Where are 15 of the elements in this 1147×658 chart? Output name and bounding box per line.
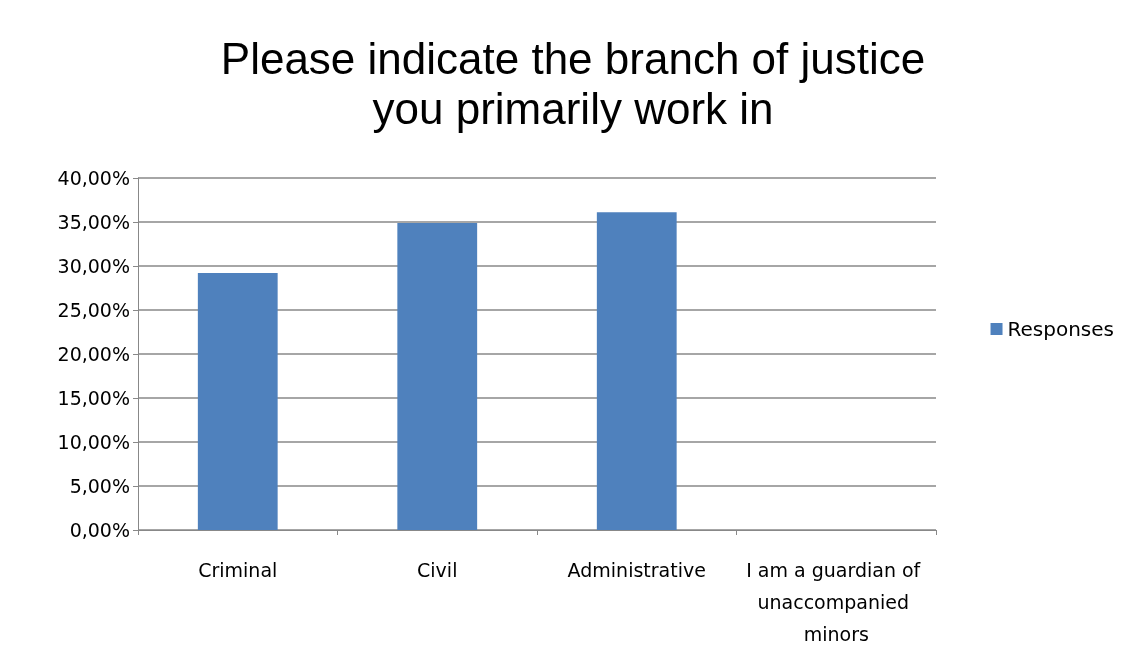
y-tick-label: 0,00% — [69, 519, 130, 541]
y-tick-label: 35,00% — [57, 211, 130, 233]
x-tick-label: I am a guardian of unaccompanied minors — [746, 559, 927, 645]
y-tick-label: 15,00% — [57, 387, 130, 409]
y-tick-label: 20,00% — [57, 343, 130, 365]
y-tick-label: 5,00% — [69, 475, 130, 497]
y-tick-label: 10,00% — [57, 431, 130, 453]
legend-label: Responses — [1007, 317, 1115, 341]
y-tick-label: 25,00% — [57, 299, 130, 321]
chart-title: Please indicate the branch of justice you primarily work in — [220, 33, 926, 133]
y-tick-label: 40,00% — [57, 167, 130, 189]
y-tick-label: 30,00% — [57, 255, 130, 277]
x-tick-label: Administrative — [567, 559, 706, 581]
x-tick-label: Civil — [417, 559, 458, 581]
x-tick-label: Criminal — [198, 559, 278, 581]
